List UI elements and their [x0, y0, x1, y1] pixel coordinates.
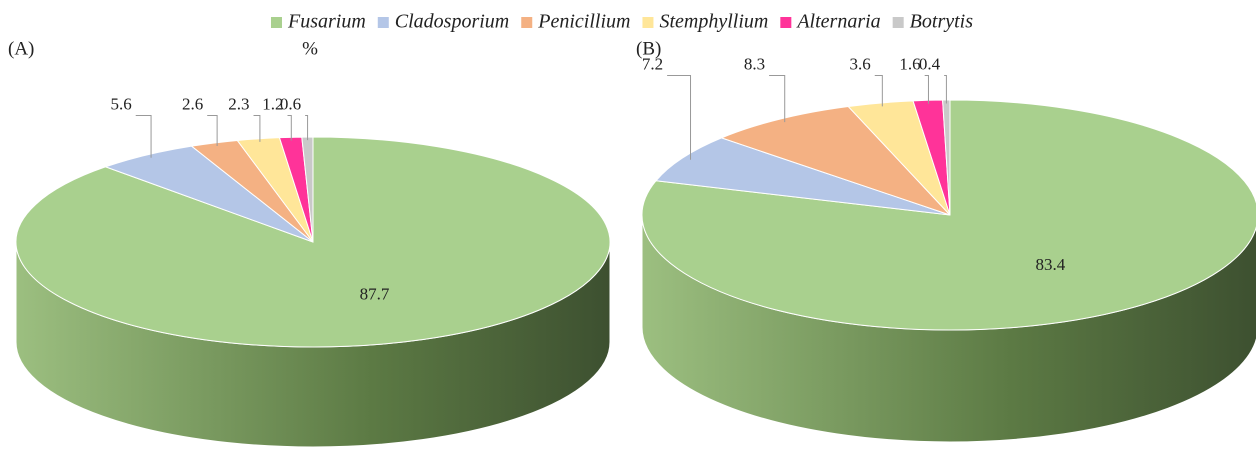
- data-label: 0.4: [919, 54, 941, 73]
- legend-swatch: [780, 17, 792, 28]
- legend-swatch: [521, 17, 533, 28]
- legend-label: Alternaria: [795, 11, 880, 33]
- data-label: 83.4: [1036, 255, 1066, 274]
- data-label: 3.6: [850, 54, 871, 73]
- data-label: 8.3: [744, 54, 765, 73]
- leader-line: [667, 75, 692, 160]
- data-label: 7.2: [642, 54, 663, 73]
- leader-line: [287, 115, 292, 141]
- legend-swatch: [270, 17, 282, 28]
- legend-label: Stemphyllium: [659, 11, 768, 33]
- unit-label: %: [302, 38, 318, 59]
- legend-label: Fusarium: [287, 11, 366, 33]
- slice: [654, 137, 951, 216]
- legend-swatch: [892, 17, 904, 28]
- legend: Fusarium Cladosporium Penicillium Stemphyll…: [270, 11, 974, 33]
- data-label: 2.3: [228, 94, 249, 113]
- legend-swatch: [642, 17, 654, 28]
- leader-line: [924, 75, 929, 104]
- chart-title: (A): [8, 38, 34, 59]
- data-label: 1.6: [899, 54, 920, 73]
- leader-line: [207, 115, 218, 146]
- data-label: 1.2: [262, 94, 283, 113]
- leader-line: [135, 115, 152, 158]
- legend-swatch: [377, 17, 389, 28]
- legend-label: Botrytis: [910, 11, 974, 33]
- leader-line: [944, 75, 947, 104]
- chart-title: (B): [636, 38, 661, 59]
- data-label: 2.6: [182, 94, 203, 113]
- leader-line: [253, 115, 261, 142]
- data-label: 87.7: [360, 284, 390, 303]
- legend-label: Penicillium: [537, 11, 630, 33]
- legend-label: Cladosporium: [395, 11, 509, 33]
- leader-line: [769, 75, 786, 123]
- leader-line: [305, 115, 309, 141]
- data-label: 5.6: [110, 94, 131, 113]
- leader-line: [874, 75, 883, 107]
- slice: [720, 105, 951, 216]
- data-label: 0.6: [280, 94, 301, 113]
